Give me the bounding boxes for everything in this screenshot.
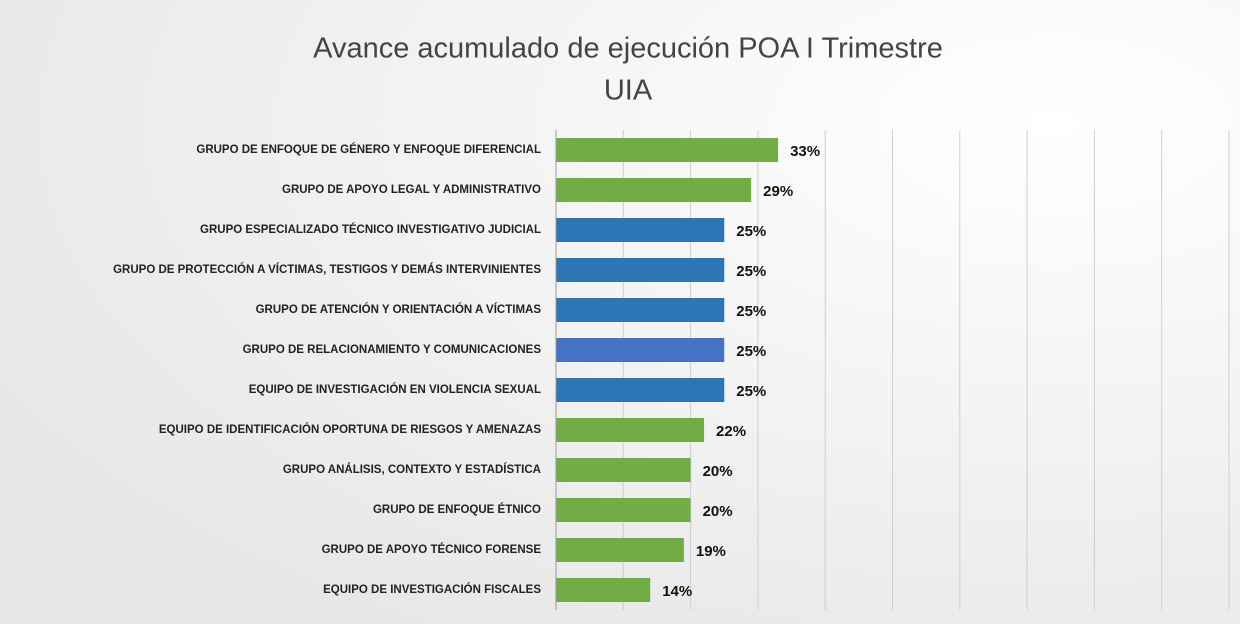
bar [556,458,691,482]
value-label: 25% [736,223,766,240]
category-label: EQUIPO DE IDENTIFICACIÓN OPORTUNA DE RIE… [159,423,541,436]
category-label: GRUPO ANÁLISIS, CONTEXTO Y ESTADÍSTICA [283,463,541,476]
value-label: 33% [790,143,820,160]
bar [556,538,684,562]
bar [556,298,725,322]
bar [556,218,725,242]
category-label: GRUPO DE APOYO LEGAL Y ADMINISTRATIVO [282,184,541,196]
chart-title: UIA [604,75,653,107]
category-label: GRUPO DE ENFOQUE DE GÉNERO Y ENFOQUE DIF… [196,143,541,156]
bar [556,178,752,202]
value-label: 25% [736,263,766,280]
bar [556,138,779,162]
chart-title: Avance acumulado de ejecución POA I Trim… [313,33,943,65]
value-label: 25% [736,383,766,400]
value-label: 25% [736,303,766,320]
category-label: GRUPO DE ATENCIÓN Y ORIENTACIÓN A VÍCTIM… [256,303,542,316]
bar [556,338,725,362]
value-label: 14% [662,583,692,600]
category-label: EQUIPO DE INVESTIGACIÓN EN VIOLENCIA SEX… [249,383,541,396]
bar [556,578,651,602]
category-label: EQUIPO DE INVESTIGACIÓN FISCALES [323,583,541,596]
bar [556,378,725,402]
category-label: GRUPO DE PROTECCIÓN A VÍCTIMAS, TESTIGOS… [113,263,541,276]
value-label: 20% [703,503,733,520]
value-label: 22% [716,423,746,440]
category-label: GRUPO DE RELACIONAMIENTO Y COMUNICACIONE… [243,344,542,356]
bar [556,498,691,522]
bar [556,418,705,442]
value-label: 25% [736,343,766,360]
value-label: 20% [703,463,733,480]
category-label: GRUPO DE APOYO TÉCNICO FORENSE [322,543,542,556]
category-label: GRUPO DE ENFOQUE ÉTNICO [373,503,541,516]
value-label: 19% [696,543,726,560]
bar [556,258,725,282]
category-label: GRUPO ESPECIALIZADO TÉCNICO INVESTIGATIV… [200,223,541,236]
value-label: 29% [763,183,793,200]
